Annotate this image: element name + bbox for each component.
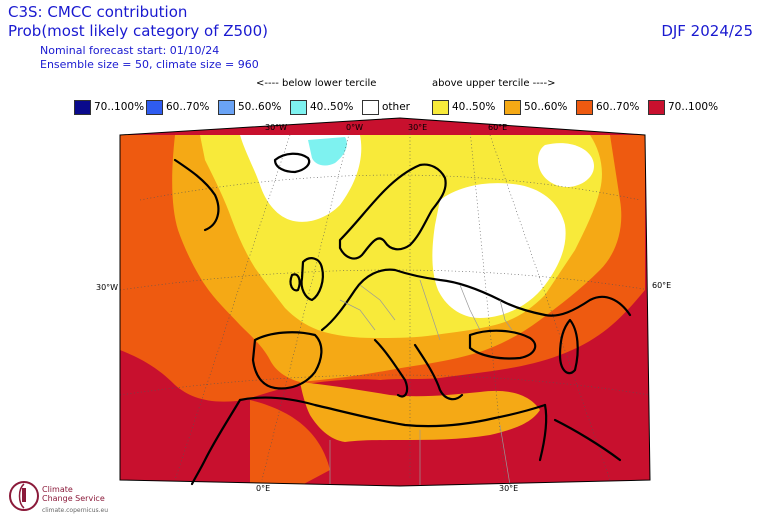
legend-item: other (362, 97, 410, 117)
legend-label: 50..60% (238, 101, 282, 113)
map-subtitle: Prob(most likely category of Z500) (8, 22, 268, 40)
legend-label: 40..50% (452, 101, 496, 113)
legend-swatch (504, 99, 521, 115)
legend-label: 60..70% (596, 101, 640, 113)
forecast-start-text: Nominal forecast start: 01/10/24 (40, 44, 220, 57)
legend-swatch (576, 99, 593, 115)
legend-label: 70..100% (668, 101, 719, 113)
legend-label: 40..50% (310, 101, 354, 113)
map-frame (119, 117, 651, 487)
season-label: DJF 2024/25 (661, 22, 753, 40)
legend-swatch (290, 99, 307, 115)
grid-label-bottom-0e: 0°E (256, 484, 270, 493)
grid-label-top-0w: 0°W (346, 123, 363, 132)
above-tercile-label: above upper tercile ----> (432, 78, 556, 89)
logo-text-climate: Climate (42, 485, 73, 494)
legend-swatch (432, 99, 449, 115)
legend-item: 40..50% (290, 97, 353, 117)
legend-label: 50..60% (524, 101, 568, 113)
grid-label-bottom-30e: 30°E (499, 484, 518, 493)
legend-label: other (382, 101, 410, 113)
grid-label-right-60e: 60°E (652, 281, 671, 290)
legend-swatch (362, 99, 379, 115)
legend-item: 70..100% (74, 97, 144, 117)
legend-item: 50..60% (218, 97, 281, 117)
ensemble-size-text: Ensemble size = 50, climate size = 960 (40, 58, 259, 71)
grid-label-top-60e: 60°E (488, 123, 507, 132)
map-title: C3S: CMCC contribution (8, 3, 188, 21)
logo-url: climate.copernicus.eu (42, 507, 109, 514)
color-legend: 70..100% 60..70% 50..60% 40..50% other 40..50… (0, 97, 761, 117)
grid-label-top-30w: 30°W (265, 123, 287, 132)
probability-field (120, 118, 650, 486)
coastlines (173, 152, 632, 486)
logo-text-change-service: Change Service (42, 494, 105, 503)
legend-item: 60..70% (146, 97, 209, 117)
grid-label-top-30e: 30°E (408, 123, 427, 132)
country-borders (329, 279, 513, 486)
legend-item: 40..50% (432, 97, 495, 117)
legend-swatch (146, 99, 163, 115)
grid-label-left-30w: 30°W (96, 283, 118, 292)
legend-item: 70..100% (648, 97, 718, 117)
legend-item: 50..60% (504, 97, 567, 117)
below-tercile-label: <---- below lower tercile (256, 78, 377, 89)
legend-swatch (218, 99, 235, 115)
legend-label: 60..70% (166, 101, 210, 113)
legend-item: 60..70% (576, 97, 639, 117)
copernicus-logo (9, 481, 39, 511)
legend-swatch (74, 99, 91, 115)
legend-swatch (648, 99, 665, 115)
legend-label: 70..100% (94, 101, 145, 113)
